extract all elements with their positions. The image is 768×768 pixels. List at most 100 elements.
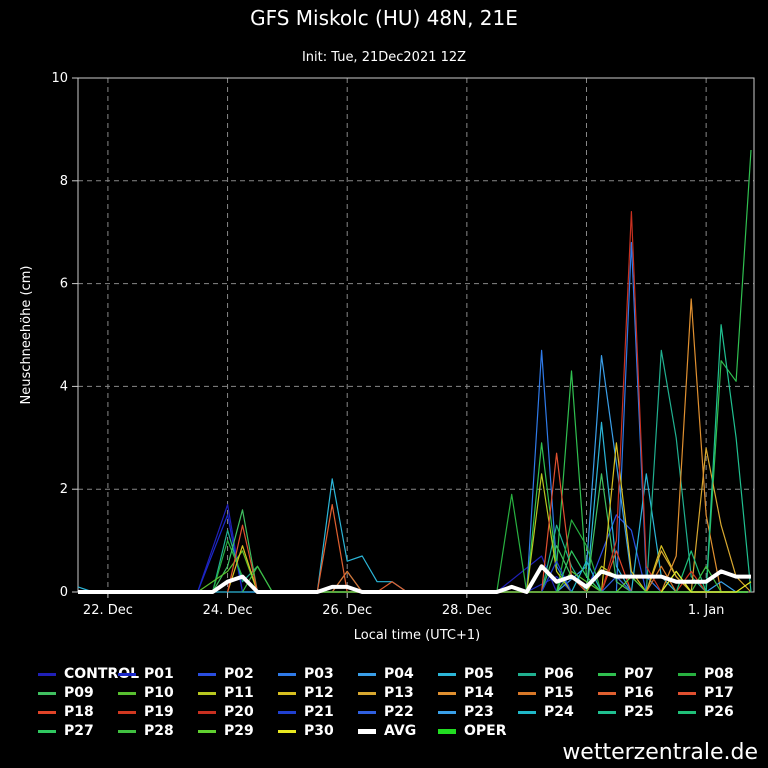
legend-swatch bbox=[518, 672, 536, 676]
series-p13 bbox=[645, 447, 752, 593]
legend-item-p06: P06 bbox=[518, 666, 574, 682]
legend-label: P27 bbox=[64, 723, 94, 739]
series-p09 bbox=[212, 473, 748, 593]
legend-item-p15: P15 bbox=[518, 685, 574, 701]
legend-label: P13 bbox=[384, 685, 414, 701]
legend-item-p08: P08 bbox=[678, 666, 734, 682]
y-tick-label: 4 bbox=[60, 379, 68, 394]
legend-swatch bbox=[518, 710, 536, 714]
legend-swatch bbox=[678, 710, 696, 714]
series-p06 bbox=[212, 349, 748, 593]
legend-label: P19 bbox=[144, 704, 174, 720]
chart-title: GFS Miskolc (HU) 48N, 21E bbox=[250, 6, 518, 30]
x-tick-label: 26. Dec bbox=[322, 603, 372, 618]
legend-label: P22 bbox=[384, 704, 414, 720]
legend-swatch bbox=[198, 672, 216, 676]
legend-swatch bbox=[118, 729, 136, 733]
chart-subtitle: Init: Tue, 21Dec2021 12Z bbox=[301, 50, 467, 65]
legend-swatch bbox=[198, 710, 216, 714]
legend-label: P29 bbox=[224, 723, 254, 739]
x-tick-label: 30. Dec bbox=[562, 603, 612, 618]
series-avg bbox=[78, 564, 751, 594]
legend-item-p21: P21 bbox=[278, 704, 334, 720]
series-p14 bbox=[660, 298, 748, 593]
legend-item-p03: P03 bbox=[278, 666, 334, 682]
legend-label: P23 bbox=[464, 704, 494, 720]
legend-item-p11: P11 bbox=[198, 685, 254, 701]
legend-label: P16 bbox=[624, 685, 654, 701]
legend-item-p29: P29 bbox=[198, 723, 254, 739]
legend-item-p02: P02 bbox=[198, 666, 254, 682]
y-tick-label: 8 bbox=[60, 174, 68, 189]
legend-label: P18 bbox=[64, 704, 94, 720]
x-tick-label: 1. Jan bbox=[688, 603, 725, 618]
legend-swatch bbox=[358, 691, 376, 695]
series-p17 bbox=[227, 452, 748, 593]
x-tick-label: 22. Dec bbox=[83, 603, 133, 618]
legend-label: P12 bbox=[304, 685, 334, 701]
legend-label: P26 bbox=[704, 704, 734, 720]
legend-item-p09: P09 bbox=[38, 685, 94, 701]
watermark: wetterzentrale.de bbox=[562, 740, 758, 765]
x-tick-label: 28. Dec bbox=[442, 603, 492, 618]
legend-swatch bbox=[118, 691, 136, 695]
legend-item-p27: P27 bbox=[38, 723, 94, 739]
legend-swatch bbox=[38, 672, 56, 676]
legend-swatch bbox=[358, 728, 376, 734]
grid-lines bbox=[78, 78, 754, 592]
legend-label: CONTROL bbox=[64, 666, 140, 682]
legend-label: P01 bbox=[144, 666, 174, 682]
y-tick-label: 2 bbox=[60, 482, 68, 497]
legend-swatch bbox=[278, 710, 296, 714]
legend-swatch bbox=[118, 710, 136, 714]
series-p20 bbox=[600, 211, 748, 593]
series-p25 bbox=[705, 324, 752, 593]
legend-swatch bbox=[38, 691, 56, 695]
legend-swatch bbox=[278, 672, 296, 676]
series-lines bbox=[77, 149, 752, 594]
legend-item-p13: P13 bbox=[358, 685, 414, 701]
legend-swatch bbox=[198, 691, 216, 695]
legend-label: P24 bbox=[544, 704, 574, 720]
legend-swatch bbox=[598, 710, 616, 714]
axes: 0 2 4 6 8 10 22. Dec 24. Dec 26. Dec 28. Dec 30. D… bbox=[51, 71, 755, 618]
legend-item-p07: P07 bbox=[598, 666, 654, 682]
legend-item-p24: P24 bbox=[518, 704, 574, 720]
legend-item-p17: P17 bbox=[678, 685, 734, 701]
legend-label: P05 bbox=[464, 666, 494, 682]
legend-swatch bbox=[438, 672, 456, 676]
legend-label: P03 bbox=[304, 666, 334, 682]
legend-item-p28: P28 bbox=[118, 723, 174, 739]
legend-swatch bbox=[358, 672, 376, 676]
legend-item-p01: P01 bbox=[118, 666, 174, 682]
legend-label: P10 bbox=[144, 685, 174, 701]
series-p08 bbox=[212, 493, 748, 593]
legend-swatch bbox=[278, 691, 296, 695]
legend-item-p12: P12 bbox=[278, 685, 334, 701]
series-p07 bbox=[526, 149, 752, 593]
x-axis-label: Local time (UTC+1) bbox=[354, 628, 480, 643]
legend-swatch bbox=[598, 691, 616, 695]
legend-label: P30 bbox=[304, 723, 334, 739]
legend-swatch bbox=[678, 691, 696, 695]
legend-label: AVG bbox=[384, 723, 417, 739]
legend-item-control: CONTROL bbox=[38, 666, 139, 682]
legend-swatch bbox=[358, 710, 376, 714]
legend-item-p14: P14 bbox=[438, 685, 494, 701]
legend-label: P09 bbox=[64, 685, 94, 701]
legend-swatch bbox=[438, 710, 456, 714]
series-p03 bbox=[526, 241, 748, 593]
legend-label: P28 bbox=[144, 723, 174, 739]
legend-swatch bbox=[38, 729, 56, 733]
legend-label: OPER bbox=[464, 723, 507, 739]
legend-item-p19: P19 bbox=[118, 704, 174, 720]
legend-item-p26: P26 bbox=[678, 704, 734, 720]
legend-label: P07 bbox=[624, 666, 654, 682]
legend-item-p10: P10 bbox=[118, 685, 174, 701]
legend-swatch bbox=[118, 672, 136, 676]
y-axis-label: Neuschneehöhe (cm) bbox=[19, 266, 34, 405]
legend-swatch bbox=[438, 691, 456, 695]
legend-item-p18: P18 bbox=[38, 704, 94, 720]
legend-item-p16: P16 bbox=[598, 685, 654, 701]
